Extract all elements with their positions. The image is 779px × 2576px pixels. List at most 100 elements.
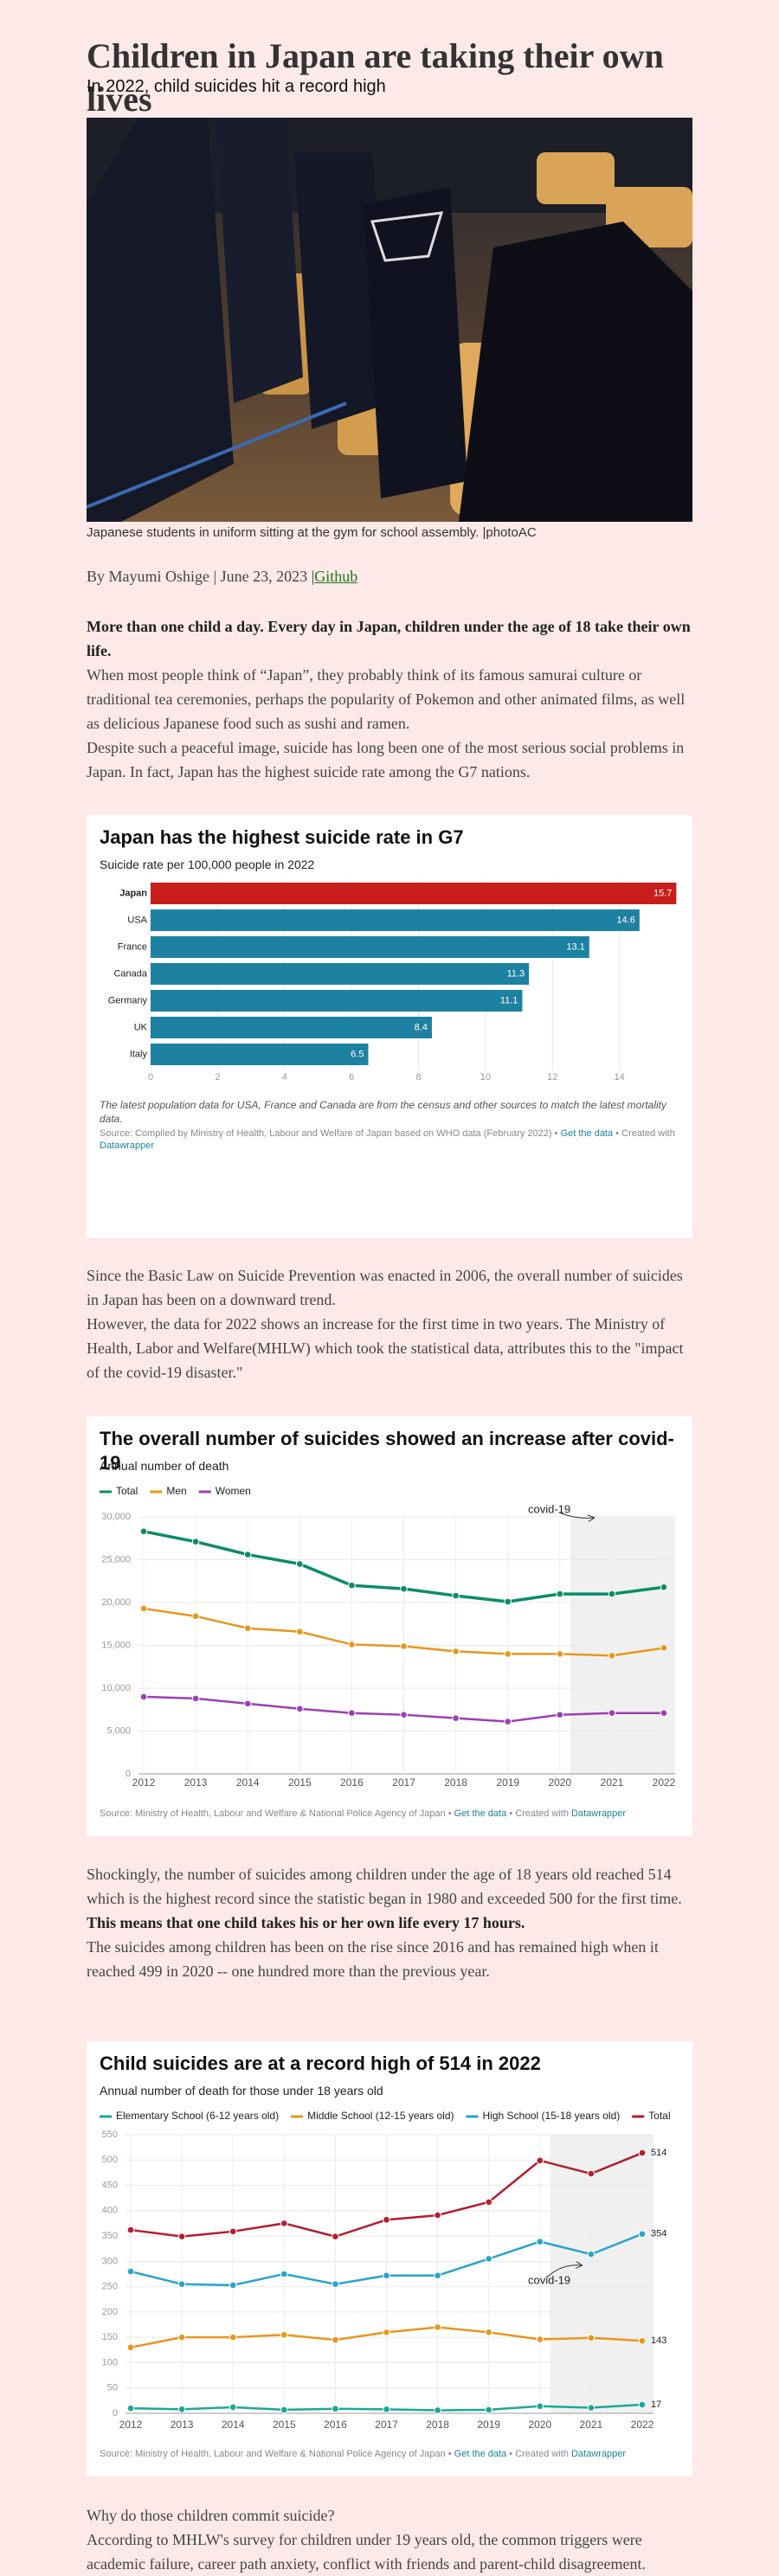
legend-label: Total	[648, 2110, 670, 2122]
separator: •	[509, 2449, 513, 2459]
data-point	[332, 2335, 339, 2344]
data-point	[485, 2406, 493, 2414]
y-tick-label: 0	[126, 1769, 131, 1779]
paragraph: The suicides among children has been on …	[87, 1938, 659, 1980]
x-tick-label: 2017	[392, 1776, 415, 1789]
y-tick-label: 250	[102, 2282, 118, 2292]
tool-link[interactable]: Datawrapper	[571, 1808, 627, 1819]
data-point	[177, 2280, 186, 2289]
x-tick-label: 2021	[601, 1776, 624, 1789]
get-data-link[interactable]: Get the data	[454, 2449, 507, 2459]
separator: •	[615, 1128, 620, 1139]
x-tick-label: 2020	[528, 2419, 551, 2431]
data-point	[587, 2334, 596, 2342]
bar	[151, 909, 640, 931]
x-tick-label: 2018	[444, 1776, 467, 1789]
data-point	[243, 1624, 252, 1632]
header: Children in Japan are taking their own l…	[87, 35, 692, 121]
data-point	[536, 2402, 544, 2411]
data-point	[638, 2336, 647, 2345]
value-label: 11.3	[507, 968, 525, 979]
y-tick-label: 400	[102, 2206, 118, 2216]
body-section: More than one child a day. Every day in …	[87, 614, 692, 784]
x-tick-label: 2020	[548, 1776, 571, 1789]
data-point	[504, 1718, 512, 1725]
separator: •	[447, 1808, 452, 1819]
value-label: 11.1	[500, 995, 518, 1005]
photo	[87, 118, 692, 522]
source: Source: Ministry of Health, Labour and W…	[100, 2449, 446, 2459]
tool-link[interactable]: Datawrapper	[571, 2449, 627, 2459]
data-point	[126, 2404, 135, 2412]
chart-title: The overall number of suicides showed an…	[100, 1428, 674, 1474]
x-tick-label: 2019	[477, 2419, 500, 2431]
data-point	[229, 2333, 237, 2342]
get-data-link[interactable]: Get the data	[454, 1808, 507, 1819]
created-with: Created with	[515, 2449, 569, 2459]
data-point	[296, 1628, 304, 1635]
data-point	[177, 2406, 186, 2413]
x-tick-label: 2017	[375, 2419, 398, 2431]
get-data-link[interactable]: Get the data	[560, 1128, 614, 1139]
x-tick-label: 2022	[653, 1776, 676, 1789]
data-point	[383, 2216, 390, 2224]
y-tick-label: 15,000	[101, 1640, 131, 1650]
article-title: Children in Japan are taking their own l…	[87, 36, 664, 119]
created-with: Created with	[621, 1128, 675, 1139]
chart-title: Child suicides are at a record high of 5…	[100, 2052, 541, 2074]
data-point	[191, 1538, 200, 1546]
value-label: 13.1	[566, 941, 584, 952]
byline-text: By Mayumi Oshige | June 23, 2023 |	[87, 568, 315, 585]
bar	[151, 883, 677, 904]
legend-label: Women	[216, 1485, 251, 1497]
source: Source: Compiled by Ministry of Health, …	[100, 1128, 552, 1139]
legend-label: High School (15-18 years old)	[483, 2110, 621, 2122]
data-point	[504, 1650, 512, 1658]
data-point	[638, 2149, 647, 2157]
data-point	[434, 2211, 441, 2219]
tool-link[interactable]: Datawrapper	[100, 1140, 154, 1151]
separator: •	[554, 1128, 558, 1139]
data-point	[229, 2403, 237, 2412]
data-point	[556, 1590, 564, 1598]
x-tick-label: 2012	[119, 2419, 143, 2431]
data-point	[556, 1711, 564, 1718]
y-tick-label: 30,000	[101, 1512, 131, 1522]
chart-title: Japan has the highest suicide rate in G7	[100, 826, 464, 848]
data-point	[434, 2323, 441, 2331]
paragraph: When most people think of “Japan”, they …	[87, 666, 686, 732]
x-tick-label: 2	[215, 1072, 220, 1082]
value-label: 15.7	[653, 888, 672, 898]
x-tick-label: 2021	[580, 2419, 603, 2431]
data-point	[536, 2238, 544, 2245]
x-tick-label: 4	[282, 1072, 287, 1082]
y-tick-label: 10,000	[101, 1683, 131, 1693]
chart-plot: 0 5,000 10,000 15,000 20,000 25,000 30,000 2012…	[100, 1485, 676, 1789]
y-tick-label: 450	[102, 2180, 118, 2190]
created-with: Created with	[515, 1808, 569, 1819]
paragraph: However, the data for 2022 shows an incr…	[87, 1315, 684, 1381]
x-tick-label: 2015	[288, 1776, 312, 1789]
source: Source: Ministry of Health, Labour and W…	[100, 1808, 446, 1819]
data-point	[243, 1699, 252, 1708]
source-line: Source: Ministry of Health, Labour and W…	[100, 1808, 679, 1820]
chart-card: Child suicides are at a record high of 5…	[87, 2041, 692, 2476]
bar	[151, 963, 530, 985]
legend-label: Total	[116, 1485, 138, 1497]
photo-caption: Japanese students in uniform sitting at …	[87, 525, 537, 540]
legend-label: Men	[166, 1485, 186, 1497]
legend-label: Middle School (12-15 years old)	[307, 2110, 454, 2122]
github-link[interactable]: Github	[314, 568, 358, 585]
data-point	[126, 2343, 135, 2352]
data-point	[280, 2406, 288, 2414]
data-point	[638, 2230, 647, 2239]
end-label: 514	[651, 2148, 666, 2158]
bar	[151, 1017, 432, 1038]
x-tick-label: 2019	[496, 1776, 519, 1789]
category-label: Germany	[108, 995, 148, 1005]
article-subtitle: In 2022, child suicides hit a record hig…	[87, 77, 386, 96]
y-tick-label: 50	[107, 2383, 118, 2393]
data-point	[485, 2329, 493, 2336]
end-label: 17	[651, 2399, 661, 2410]
data-point	[177, 2333, 186, 2342]
